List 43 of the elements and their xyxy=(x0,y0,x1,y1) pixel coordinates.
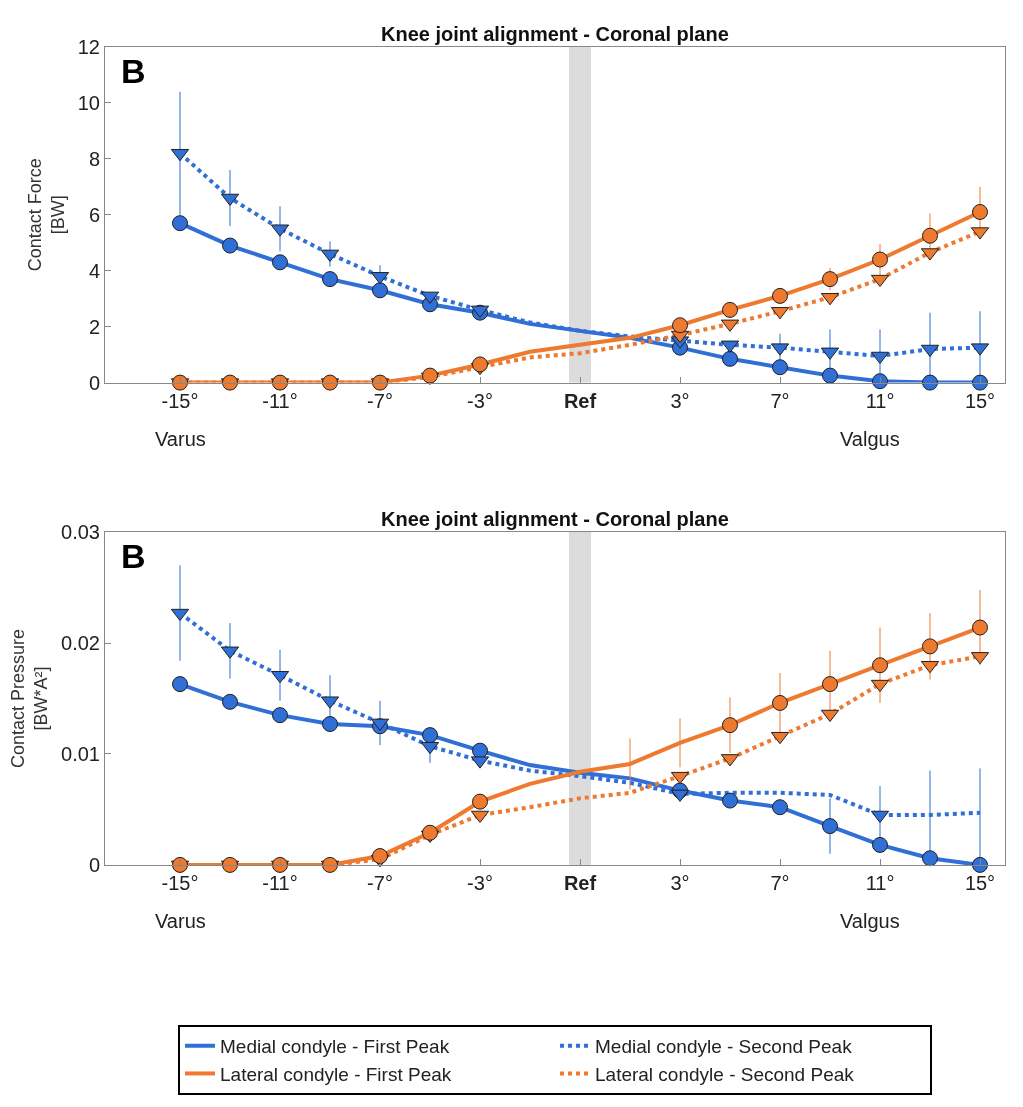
y-tick-label: 0.03 xyxy=(61,521,100,544)
x-tick-label: -15° xyxy=(161,389,199,412)
x-tick-label: Ref xyxy=(563,389,597,412)
x-tick-label: 7° xyxy=(770,871,790,894)
text: B xyxy=(121,537,146,575)
y-tick-label: 6 xyxy=(88,203,100,226)
y-tick-label: 4 xyxy=(88,259,100,282)
text: Varus xyxy=(155,428,206,450)
y-axis-title: Contact Pressure [BW*A²] xyxy=(7,628,52,769)
legend-label: Medial condyle - First Peak xyxy=(220,1036,450,1058)
legend-label: Medial condyle - Second Peak xyxy=(595,1036,853,1058)
x-tick-label: -11° xyxy=(262,389,298,412)
legend-label: Lateral condyle - First Peak xyxy=(220,1063,452,1085)
x-tick-label: -15° xyxy=(161,871,199,894)
x-tick-label: 3° xyxy=(670,871,690,894)
text: Valgus xyxy=(840,910,900,932)
x-tick-label: -7° xyxy=(367,871,393,894)
x-tick-label: -7° xyxy=(367,389,393,412)
x-tick-label: 15° xyxy=(964,389,996,412)
legend-label: Lateral condyle - Second Peak xyxy=(595,1063,855,1085)
text: Valgus xyxy=(840,428,900,450)
x-tick-label: 15° xyxy=(964,871,996,894)
x-tick-label: -11° xyxy=(262,871,298,894)
x-tick-label: 11° xyxy=(865,389,895,412)
y-tick-label: 0 xyxy=(88,853,100,876)
y-tick-label: 0.02 xyxy=(61,632,100,655)
text: B xyxy=(121,52,146,90)
text: Varus xyxy=(155,910,206,932)
x-tick-label: -3° xyxy=(467,389,493,412)
x-tick-label: Ref xyxy=(563,871,597,894)
y-tick-label: 0.01 xyxy=(61,742,100,765)
chart-title: Knee joint alignment - Coronal plane xyxy=(381,508,729,530)
x-tick-label: 3° xyxy=(670,389,690,412)
y-tick-label: 12 xyxy=(77,35,100,58)
x-tick-label: -3° xyxy=(467,871,493,894)
chart-title: Knee joint alignment - Coronal plane xyxy=(381,23,729,45)
y-tick-label: 8 xyxy=(88,147,100,170)
y-axis-title: Contact Force [BW] xyxy=(24,158,68,272)
y-tick-label: 2 xyxy=(88,315,100,338)
y-tick-label: 0 xyxy=(88,371,100,394)
x-tick-label: 11° xyxy=(865,871,895,894)
x-tick-label: 7° xyxy=(770,389,790,412)
y-tick-label: 10 xyxy=(77,91,100,114)
